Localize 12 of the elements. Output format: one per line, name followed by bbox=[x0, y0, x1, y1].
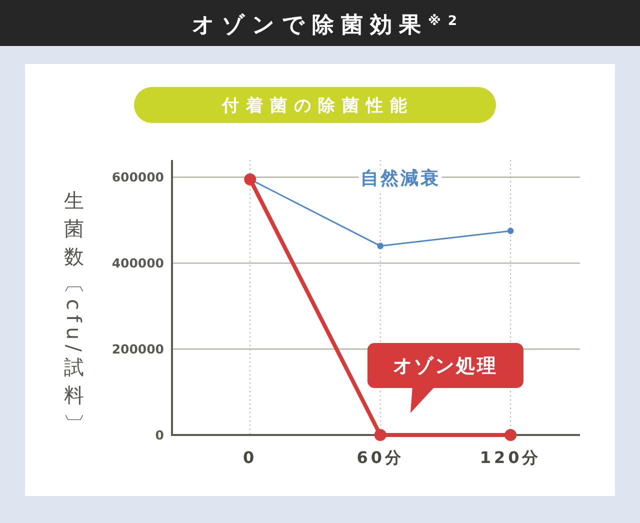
xtick: 60分 bbox=[356, 448, 404, 467]
xtick: 120分 bbox=[480, 448, 542, 467]
series-name: オゾン処理 bbox=[392, 355, 498, 377]
title: オゾンで除菌効果$^{※2}$ bbox=[192, 13, 464, 38]
xtick: 0 bbox=[243, 448, 258, 467]
series-name: 自然減衰 bbox=[360, 168, 440, 189]
ytick: 600000 bbox=[112, 170, 164, 185]
ytick: 400000 bbox=[112, 256, 164, 271]
ytick: 200000 bbox=[112, 342, 164, 357]
ylabel: 生菌数〔cfu/試料〕 bbox=[62, 188, 86, 432]
subtitle: 付着菌の除菌性能 bbox=[222, 96, 414, 116]
ytick: 0 bbox=[155, 428, 164, 442]
